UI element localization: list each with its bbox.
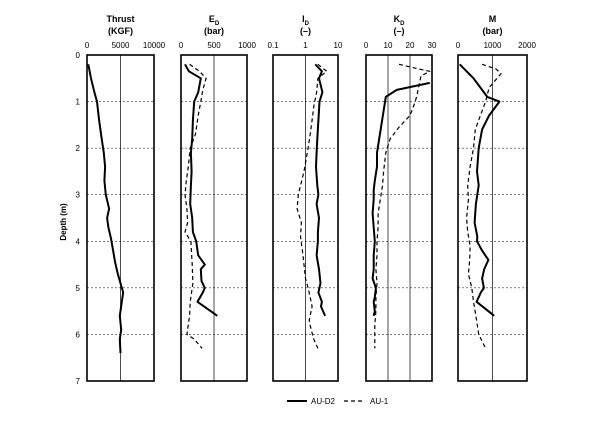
kd-x-tick-1: 10: [384, 41, 393, 50]
y-tick-6: 6: [76, 330, 81, 339]
ed-subtitle: (bar): [204, 26, 224, 36]
thrust-x-tick-2: 10000: [143, 41, 166, 50]
thrust-frame: [86, 54, 155, 382]
m-frame: [457, 54, 528, 382]
m-series-au-1: [466, 63, 502, 349]
kd-series-au-1: [374, 63, 431, 349]
y-tick-2: 2: [76, 144, 81, 153]
y-tick-7: 7: [76, 377, 81, 386]
kd-x-tick-0: 0: [364, 41, 369, 50]
thrust-title: Thrust: [107, 14, 135, 24]
kd-frame: [365, 54, 433, 382]
id-x-tick-2: 10: [334, 41, 343, 50]
y-tick-3: 3: [76, 191, 81, 200]
y-tick-1: 1: [76, 98, 81, 107]
m-x-tick-2: 2000: [518, 41, 536, 50]
kd-series-au-d2: [371, 81, 431, 317]
id-series-au-d2: [314, 63, 327, 317]
panel-kd: KD(–) 0 10 20 30: [364, 14, 437, 382]
y-tick-5: 5: [76, 284, 81, 293]
ed-x-tick-1: 500: [207, 41, 221, 50]
id-title: ID: [302, 14, 310, 27]
y-tick-4: 4: [76, 237, 81, 246]
kd-x-tick-3: 30: [428, 41, 437, 50]
ed-x-tick-0: 0: [179, 41, 184, 50]
panel-ed: ED(bar) 0 500 1000: [179, 14, 256, 382]
id-series-au-1: [296, 63, 328, 349]
id-frame: [272, 54, 339, 382]
id-subtitle: (–): [300, 26, 311, 36]
m-x-tick-0: 0: [456, 41, 461, 50]
kd-title: KD: [394, 14, 406, 27]
id-x-tick-0: 0.1: [267, 41, 279, 50]
m-subtitle: (bar): [483, 26, 503, 36]
m-series-au-d2: [458, 63, 501, 317]
panel-m: M (bar) 0 1000 2000: [456, 14, 536, 382]
id-x-tick-1: 1: [303, 41, 308, 50]
panel-id: ID(–) 0.1 1 10: [267, 14, 343, 382]
ed-series-au-1: [184, 63, 207, 349]
y-axis-label: Depth (m): [59, 203, 68, 241]
ed-x-tick-2: 1000: [238, 41, 256, 50]
thrust-x-tick-1: 5000: [112, 41, 130, 50]
m-x-tick-1: 1000: [484, 41, 502, 50]
thrust-x-tick-0: 0: [85, 41, 90, 50]
ed-title: ED: [209, 14, 220, 27]
ed-series-au-d2: [184, 63, 218, 317]
legend-label-au-d2: AU-D2: [311, 397, 336, 406]
thrust-subtitle: (KGF): [108, 26, 133, 36]
legend-label-au-1: AU-1: [370, 397, 389, 406]
kd-x-tick-2: 20: [406, 41, 415, 50]
panel-thrust: Thrust (KGF) 0 5000 10000: [85, 14, 166, 382]
kd-subtitle: (–): [394, 26, 405, 36]
legend: AU-D2 AU-1: [287, 397, 389, 406]
thrust-series-au-d2: [87, 64, 125, 354]
y-tick-0: 0: [76, 51, 81, 60]
ed-frame: [180, 54, 248, 382]
m-title: M: [489, 14, 497, 24]
